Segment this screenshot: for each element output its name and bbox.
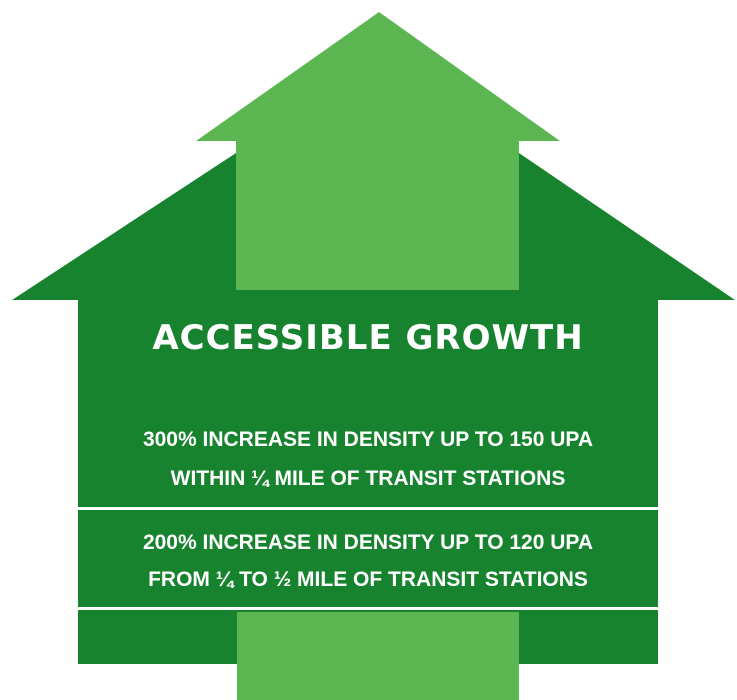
tier-1-line-2: WITHIN ¼ MILE OF TRANSIT STATIONS: [170, 467, 566, 490]
tier-2-line-2: FROM ¼ TO ½ MILE OF TRANSIT STATIONS: [148, 568, 588, 591]
tier-1-line-1: 300% INCREASE IN DENSITY UP TO 150 UPA: [142, 428, 594, 451]
tier-divider-2: [78, 607, 658, 610]
arrow-shaft: [237, 612, 519, 700]
house-shape: [12, 148, 735, 664]
graphic-title: ACCESSIBLE GROWTH: [152, 318, 584, 358]
up-arrow-icon: [196, 12, 560, 290]
tier-2-line-1: 200% INCREASE IN DENSITY UP TO 120 UPA: [142, 531, 594, 554]
tier-divider-1: [78, 507, 658, 510]
